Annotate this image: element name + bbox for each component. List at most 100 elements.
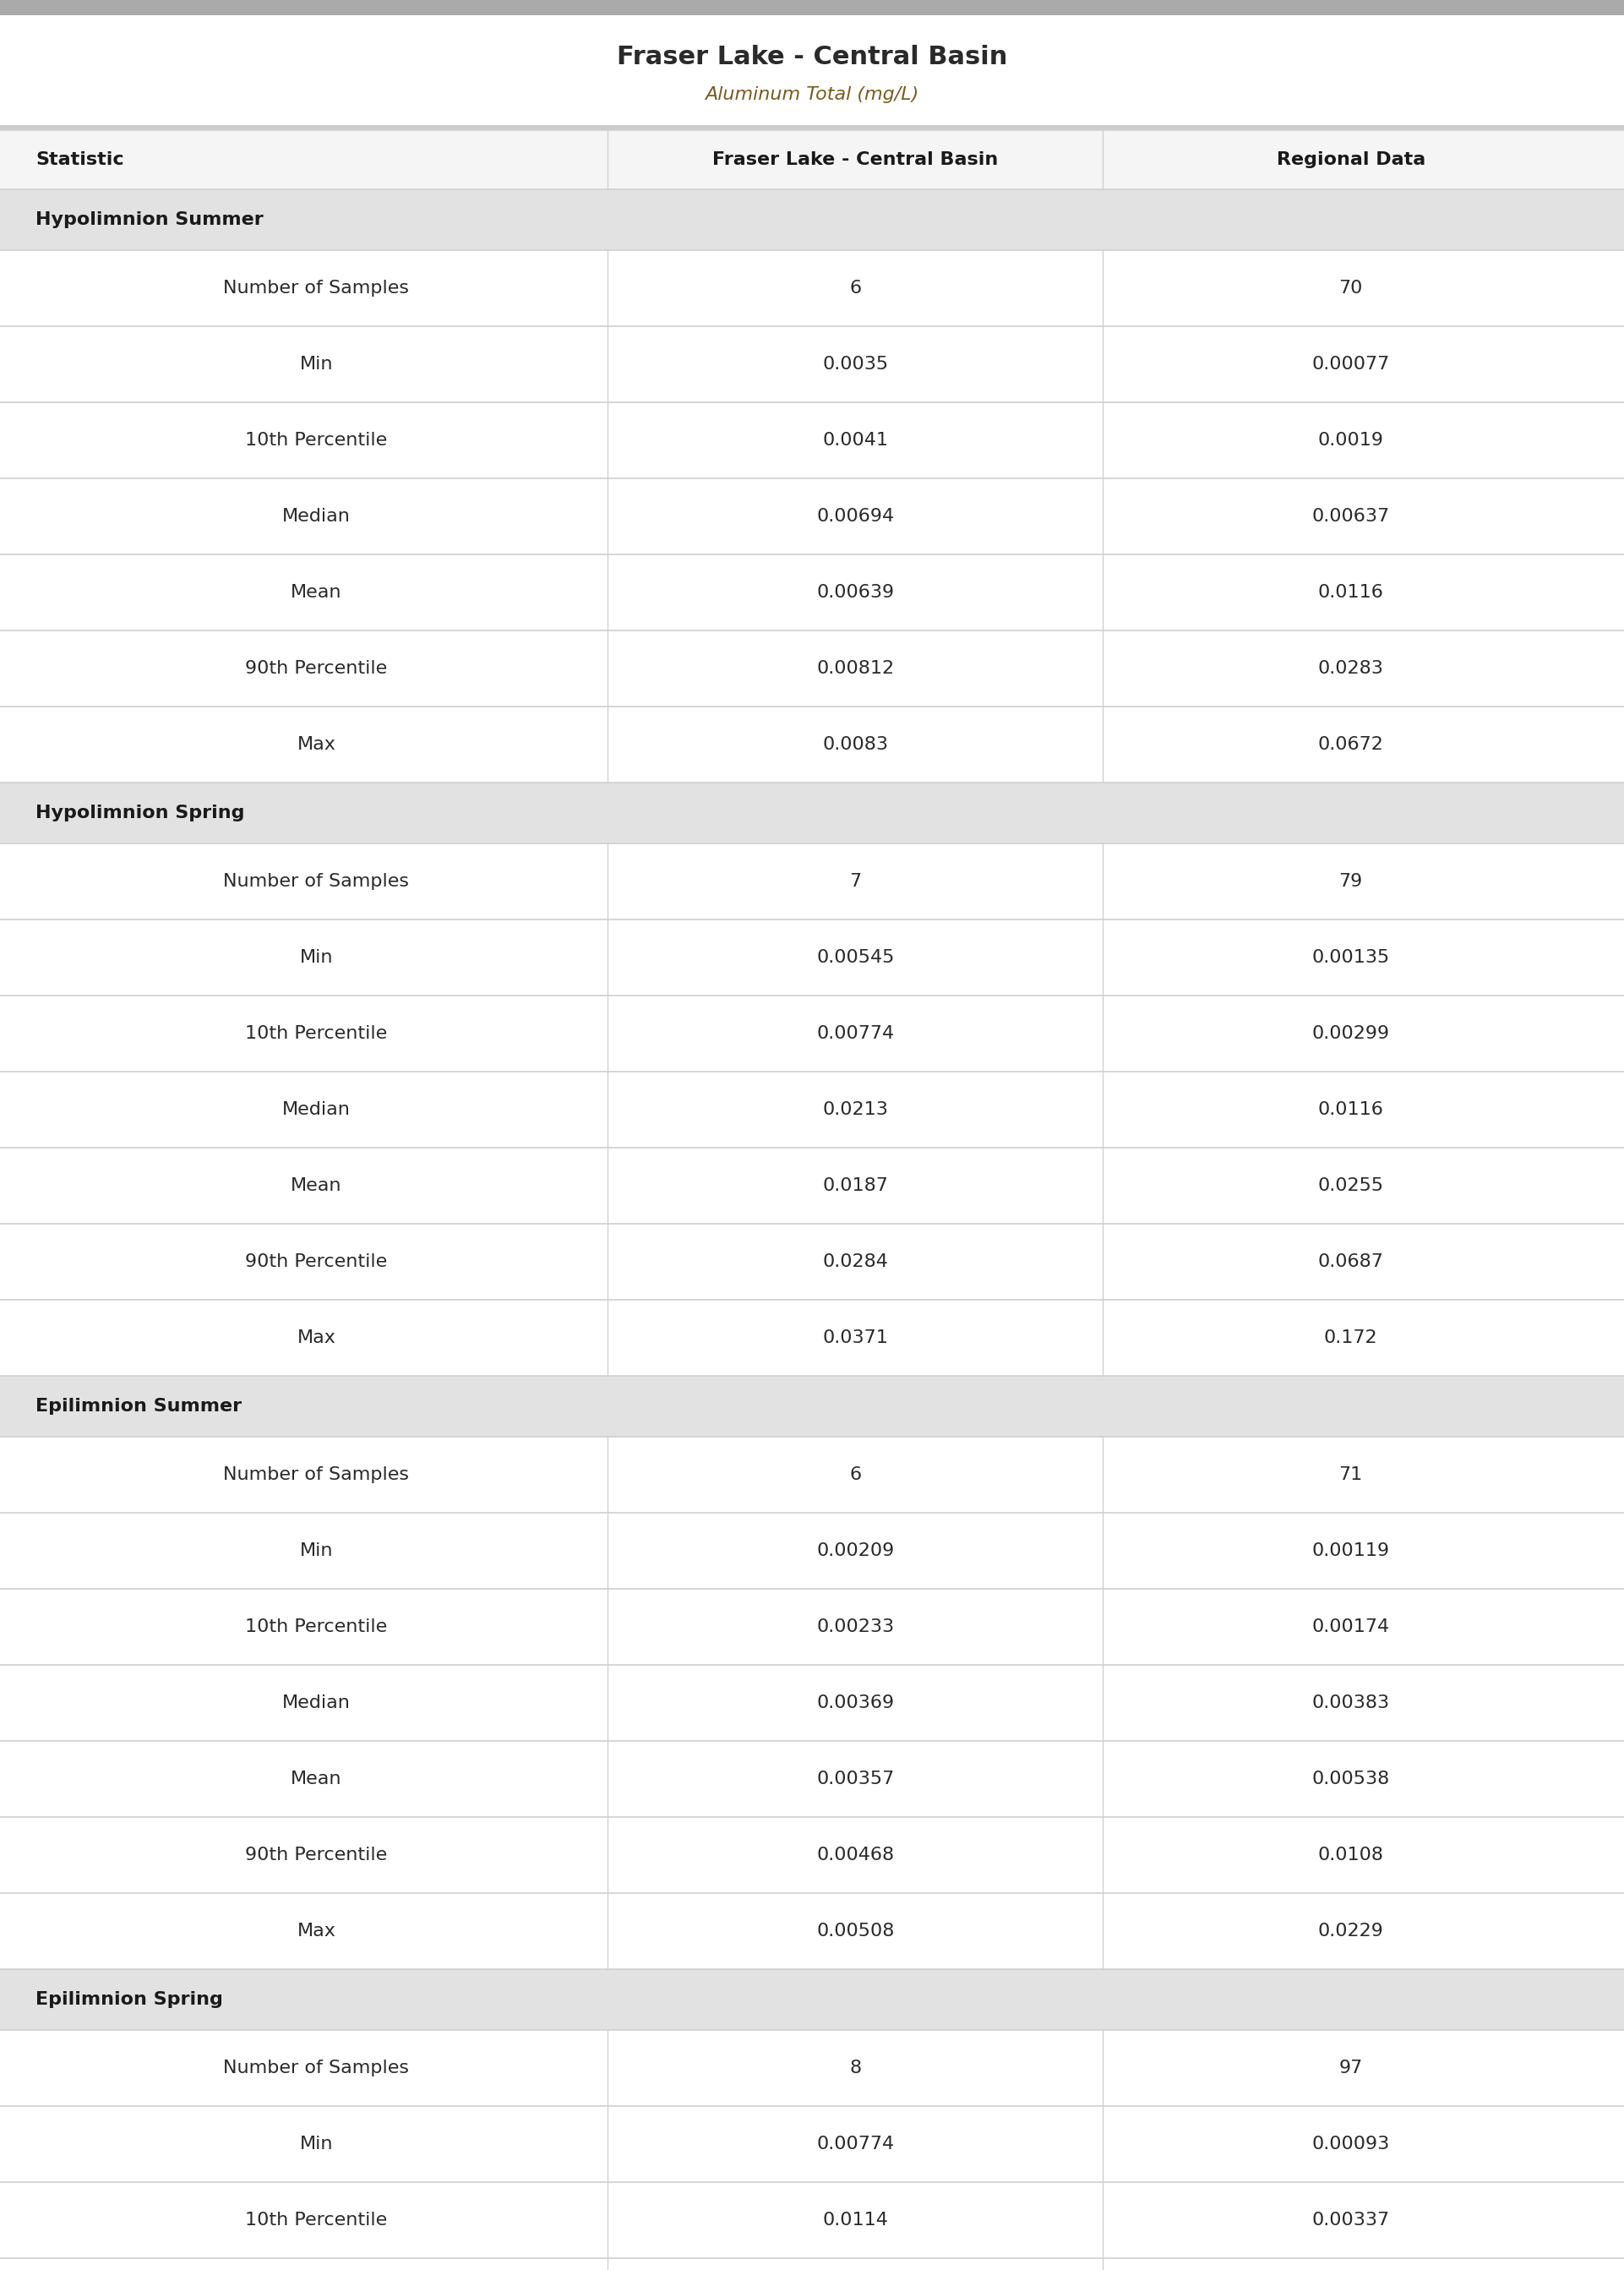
Text: Hypolimnion Spring: Hypolimnion Spring — [36, 804, 245, 822]
Bar — [0, 125, 1624, 129]
Text: Max: Max — [297, 735, 336, 754]
Text: 0.00209: 0.00209 — [817, 1541, 895, 1559]
Bar — [0, 1893, 1624, 1968]
Text: Min: Min — [300, 1541, 333, 1559]
Text: Mean: Mean — [291, 1178, 343, 1194]
Text: 10th Percentile: 10th Percentile — [245, 1026, 388, 1042]
Text: 0.00369: 0.00369 — [817, 1693, 895, 1712]
Text: Min: Min — [300, 356, 333, 372]
Bar — [0, 997, 1624, 1071]
Bar — [0, 554, 1624, 631]
Bar — [0, 1589, 1624, 1664]
Bar — [0, 129, 1624, 188]
Text: 0.00545: 0.00545 — [817, 949, 895, 967]
Text: 0.0283: 0.0283 — [1319, 661, 1384, 676]
Text: 0.00694: 0.00694 — [817, 508, 895, 524]
Text: 0.00538: 0.00538 — [1312, 1771, 1390, 1786]
Text: 0.00774: 0.00774 — [817, 2136, 895, 2152]
Text: 70: 70 — [1338, 279, 1363, 297]
Bar — [0, 1149, 1624, 1224]
Bar — [0, 1437, 1624, 1512]
Text: 0.0687: 0.0687 — [1319, 1253, 1384, 1271]
Text: Max: Max — [297, 1923, 336, 1939]
Text: 0.00233: 0.00233 — [817, 1619, 895, 1634]
Bar — [0, 402, 1624, 479]
Text: 6: 6 — [849, 279, 861, 297]
Text: 0.00508: 0.00508 — [817, 1923, 895, 1939]
Text: 0.00383: 0.00383 — [1312, 1693, 1390, 1712]
Text: 10th Percentile: 10th Percentile — [245, 1619, 388, 1634]
Text: 0.0019: 0.0019 — [1319, 431, 1384, 449]
Text: 0.0284: 0.0284 — [822, 1253, 888, 1271]
Text: 0.00812: 0.00812 — [817, 661, 895, 676]
Text: Median: Median — [283, 1693, 351, 1712]
Text: 90th Percentile: 90th Percentile — [245, 1253, 388, 1271]
Text: 0.00299: 0.00299 — [1312, 1026, 1390, 1042]
Text: 71: 71 — [1338, 1466, 1363, 1482]
Text: Aluminum Total (mg/L): Aluminum Total (mg/L) — [705, 86, 919, 102]
Text: Max: Max — [297, 1330, 336, 1346]
Text: 0.0672: 0.0672 — [1319, 735, 1384, 754]
Text: 90th Percentile: 90th Percentile — [245, 661, 388, 676]
Text: 0.0213: 0.0213 — [822, 1101, 888, 1119]
Text: 0.0083: 0.0083 — [822, 735, 888, 754]
Bar — [0, 1224, 1624, 1301]
Text: Mean: Mean — [291, 583, 343, 602]
Text: 0.00357: 0.00357 — [817, 1771, 895, 1786]
Text: 0.0114: 0.0114 — [822, 2211, 888, 2229]
Bar — [0, 844, 1624, 919]
Text: Min: Min — [300, 2136, 333, 2152]
Text: 7: 7 — [849, 874, 861, 890]
Text: 0.0255: 0.0255 — [1317, 1178, 1384, 1194]
Text: 0.0116: 0.0116 — [1319, 583, 1384, 602]
Bar — [0, 188, 1624, 250]
Bar — [0, 479, 1624, 554]
Text: 90th Percentile: 90th Percentile — [245, 1846, 388, 1864]
Text: 10th Percentile: 10th Percentile — [245, 2211, 388, 2229]
Text: Median: Median — [283, 1101, 351, 1119]
Text: 0.00468: 0.00468 — [817, 1846, 895, 1864]
Text: 0.00077: 0.00077 — [1312, 356, 1390, 372]
Text: Number of Samples: Number of Samples — [224, 279, 409, 297]
Bar — [0, 1512, 1624, 1589]
Text: Fraser Lake - Central Basin: Fraser Lake - Central Basin — [713, 152, 999, 168]
Text: Statistic: Statistic — [36, 152, 123, 168]
Bar — [0, 1968, 1624, 2029]
Bar — [0, 2029, 1624, 2107]
Bar — [0, 1741, 1624, 1816]
Text: 0.0187: 0.0187 — [822, 1178, 888, 1194]
Bar — [0, 2107, 1624, 2181]
Bar — [0, 1301, 1624, 1376]
Text: Hypolimnion Summer: Hypolimnion Summer — [36, 211, 263, 229]
Text: Regional Data: Regional Data — [1276, 152, 1426, 168]
Text: Min: Min — [300, 949, 333, 967]
Text: 0.0371: 0.0371 — [822, 1330, 888, 1346]
Bar — [0, 631, 1624, 706]
Text: 0.0035: 0.0035 — [822, 356, 888, 372]
Text: Mean: Mean — [291, 1771, 343, 1786]
Bar — [0, 327, 1624, 402]
Text: Number of Samples: Number of Samples — [224, 1466, 409, 1482]
Text: 10th Percentile: 10th Percentile — [245, 431, 388, 449]
Bar — [0, 2259, 1624, 2270]
Bar — [0, 1664, 1624, 1741]
Text: 0.0041: 0.0041 — [822, 431, 888, 449]
Text: 6: 6 — [849, 1466, 861, 1482]
Bar — [0, 1071, 1624, 1149]
Text: 0.00637: 0.00637 — [1312, 508, 1390, 524]
Text: 8: 8 — [849, 2059, 861, 2077]
Bar — [0, 1816, 1624, 1893]
Text: 79: 79 — [1338, 874, 1363, 890]
Text: Epilimnion Summer: Epilimnion Summer — [36, 1398, 242, 1414]
Text: 0.00135: 0.00135 — [1312, 949, 1390, 967]
Text: 0.0229: 0.0229 — [1319, 1923, 1384, 1939]
Text: 0.00774: 0.00774 — [817, 1026, 895, 1042]
Text: Fraser Lake - Central Basin: Fraser Lake - Central Basin — [617, 45, 1007, 68]
Bar — [0, 783, 1624, 844]
Text: 0.00337: 0.00337 — [1312, 2211, 1390, 2229]
Text: 0.00119: 0.00119 — [1312, 1541, 1390, 1559]
Text: 97: 97 — [1338, 2059, 1363, 2077]
Bar — [0, 16, 1624, 125]
Text: 0.172: 0.172 — [1324, 1330, 1377, 1346]
Bar — [0, 1376, 1624, 1437]
